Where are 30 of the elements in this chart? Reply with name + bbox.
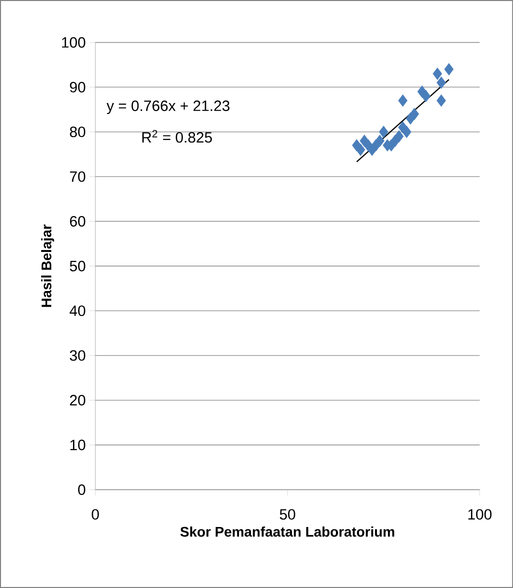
- point: [444, 63, 454, 76]
- y-tick-label: 80: [70, 126, 86, 138]
- x-axis-title: Skor Pemanfaatan Laboratorium: [180, 526, 394, 537]
- x-tick-label: 50: [280, 509, 296, 520]
- annotation: R$^{2}$ = 0.825: [142, 130, 212, 143]
- point: [378, 126, 388, 138]
- y-tick-label: 70: [70, 171, 86, 182]
- point: [410, 108, 419, 120]
- y-tick-label: 50: [70, 260, 86, 272]
- point: [356, 144, 366, 156]
- point: [432, 68, 442, 80]
- y-tick-label: 60: [70, 216, 86, 227]
- y-tick-label: 90: [70, 82, 86, 92]
- x-tick-label: 0: [92, 509, 99, 520]
- point: [398, 94, 408, 107]
- y-axis-title: Hasil Belajar: [41, 224, 54, 307]
- y-tick-label: 10: [70, 440, 86, 450]
- y-tick-label: 30: [70, 350, 86, 361]
- y-tick-label: 40: [70, 305, 86, 316]
- x-tick-label: 100: [468, 509, 492, 520]
- y-tick-label: 0: [78, 484, 86, 495]
- y-tick-label: 20: [70, 394, 86, 406]
- point: [402, 126, 412, 138]
- point: [436, 76, 446, 89]
- point: [375, 134, 384, 147]
- annotation: y = 0.766x + 21.23: [106, 100, 230, 114]
- y-tick-label: 100: [62, 37, 86, 48]
- point: [394, 130, 404, 143]
- point: [421, 90, 430, 102]
- point: [436, 94, 446, 107]
